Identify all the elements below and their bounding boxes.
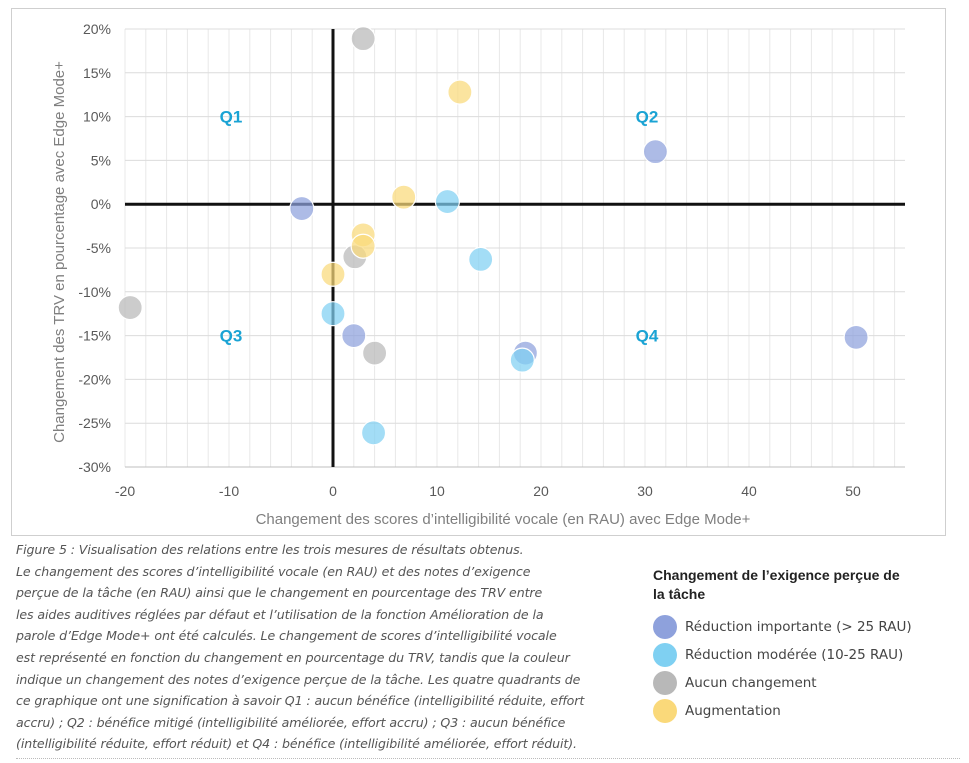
data-point xyxy=(391,184,417,210)
data-point xyxy=(509,347,535,373)
legend-label: Aucun changement xyxy=(685,675,817,691)
x-axis-title: Changement des scores d’intelligibilité … xyxy=(256,511,751,528)
y-tick-label: 5% xyxy=(91,152,111,168)
y-axis-title: Changement des TRV en pourcentage avec E… xyxy=(51,61,68,443)
y-tick-label: -30% xyxy=(78,459,111,475)
bottom-divider xyxy=(16,758,960,759)
x-tick-label: 10 xyxy=(429,483,445,499)
data-point xyxy=(468,246,494,272)
legend-label: Réduction importante (> 25 RAU) xyxy=(685,619,912,635)
scatter-chart: 20% 15% 10% 5% 0% -5% -10% -15% -20% -25% -30%-20 -… xyxy=(51,21,905,528)
y-tick-label: 10% xyxy=(83,109,111,125)
caption-line: perçue de la tâche (en RAU) ainsi que le… xyxy=(16,585,543,601)
chart-legend: Changement de l’exigence perçue de la tâ… xyxy=(653,566,943,725)
y-tick-label: -5% xyxy=(86,240,111,256)
legend-label: Augmentation xyxy=(685,703,781,719)
y-tick-label: 20% xyxy=(83,21,111,37)
x-tick-label: 20 xyxy=(533,483,549,499)
caption-line: parole d’Edge Mode+ ont été calculés. Le… xyxy=(16,628,557,644)
caption-line: est représenté en fonction du changement… xyxy=(16,649,570,665)
caption-line: Figure 5 : Visualisation des relations e… xyxy=(16,542,524,557)
caption-line: (intelligibilité réduite, effort réduit)… xyxy=(16,736,577,752)
legend-item-reduction-importante: Réduction importante (> 25 RAU) xyxy=(653,613,943,641)
x-tick-label: 40 xyxy=(741,483,757,499)
quadrant-label-q4: Q4 xyxy=(636,327,659,346)
y-tick-label: -10% xyxy=(78,284,111,300)
data-point xyxy=(360,420,387,446)
legend-title: Changement de l’exigence perçue de la tâ… xyxy=(653,567,900,602)
data-point xyxy=(350,26,376,52)
y-tick-label: -20% xyxy=(78,371,111,387)
x-tick-label: 30 xyxy=(637,483,653,499)
data-point xyxy=(434,188,460,215)
caption-line: ce graphique ont une signification à sav… xyxy=(16,693,585,709)
data-point xyxy=(320,261,346,287)
caption-line: accru) ; Q2 : bénéfice mitigé (intelligi… xyxy=(16,714,566,730)
x-tick-label: -10 xyxy=(219,483,239,499)
chart-frame xyxy=(11,8,946,536)
x-tick-label: -20 xyxy=(115,483,135,499)
caption-line: Le changement des scores d’intelligibili… xyxy=(16,563,531,579)
data-point xyxy=(341,323,367,349)
quadrant-label-q2: Q2 xyxy=(636,108,659,127)
x-tick-label: 50 xyxy=(845,483,861,499)
data-point xyxy=(843,324,869,350)
legend-item-reduction-moderee: Réduction modérée (10-25 RAU) xyxy=(653,641,943,669)
data-point xyxy=(320,301,346,327)
legend-swatch-augmentation xyxy=(653,699,677,723)
legend-item-augmentation: Augmentation xyxy=(653,697,943,725)
legend-swatch-aucun-changement xyxy=(653,671,677,695)
data-point xyxy=(350,233,376,259)
y-tick-label: -25% xyxy=(78,415,111,431)
legend-label: Réduction modérée (10-25 RAU) xyxy=(685,647,904,663)
y-tick-label: -15% xyxy=(78,328,111,344)
quadrant-label-q1: Q1 xyxy=(220,108,243,127)
data-point xyxy=(362,340,388,366)
legend-item-aucun-changement: Aucun changement xyxy=(653,669,943,697)
data-point xyxy=(289,195,315,222)
data-point xyxy=(447,79,473,105)
y-tick-label: 15% xyxy=(83,65,111,81)
legend-swatch-reduction-importante xyxy=(653,615,677,639)
figure-caption: Figure 5 : Visualisation des relations e… xyxy=(16,539,628,755)
caption-line: indique un changement des notes d’exigen… xyxy=(16,671,581,687)
data-point xyxy=(642,139,669,165)
x-tick-label: 0 xyxy=(329,483,337,499)
quadrant-label-q3: Q3 xyxy=(220,327,243,346)
y-tick-label: 0% xyxy=(91,196,111,212)
caption-line: les aides auditives réglées par défaut e… xyxy=(16,606,544,622)
data-point xyxy=(117,294,143,321)
legend-swatch-reduction-moderee xyxy=(653,643,677,667)
